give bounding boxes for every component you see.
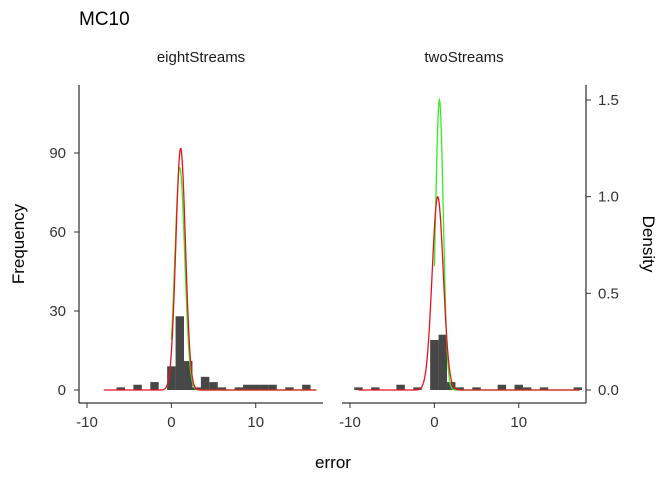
histogram-bar xyxy=(430,339,439,390)
histogram-bar xyxy=(259,384,269,390)
histogram-bar xyxy=(234,387,244,390)
curves-layer xyxy=(103,97,580,391)
histogram-bar xyxy=(285,387,294,390)
y-right-tick-label: 0.0 xyxy=(598,382,619,399)
y-tick-label: 0 xyxy=(58,382,66,399)
density-curve xyxy=(433,97,580,391)
x-tick-label: 0 xyxy=(430,414,438,431)
histogram-bar xyxy=(522,387,532,390)
histogram-bar xyxy=(514,384,523,390)
histogram-bar xyxy=(175,316,185,390)
histogram-bar xyxy=(455,387,464,390)
histogram-bar xyxy=(217,387,227,390)
panel-strip-eightStreams: eightStreams xyxy=(157,49,245,66)
y-axis-title-left: Frequency xyxy=(9,203,28,284)
histogram-bar xyxy=(539,387,549,390)
y-right-tick-label: 1.5 xyxy=(598,92,619,109)
y-tick-label: 30 xyxy=(49,303,66,320)
density-curve xyxy=(170,166,317,391)
ticks-layer: 0 30 60 90 0.0 0.5 1.0 1.5 -10 0 10 -10 0 10 xyxy=(49,92,619,431)
histogram-bar xyxy=(472,387,481,390)
density-curve xyxy=(103,147,317,391)
density-curve xyxy=(358,196,580,391)
panel-strip-twoStreams: twoStreams xyxy=(424,49,503,66)
x-tick-label: 0 xyxy=(167,414,175,431)
histogram-bar xyxy=(243,384,252,390)
histogram-bar xyxy=(438,334,448,390)
histogram-bar xyxy=(354,387,363,390)
y-right-tick-label: 1.0 xyxy=(598,189,619,206)
histogram-bar xyxy=(497,384,507,390)
histogram-bar xyxy=(116,387,125,390)
histogram-bar xyxy=(413,387,422,390)
histogram-bar xyxy=(396,384,405,390)
x-tick-label: 10 xyxy=(510,414,527,431)
y-right-tick-label: 0.5 xyxy=(598,285,619,302)
y-tick-label: 60 xyxy=(49,224,66,241)
histogram-bar xyxy=(371,387,380,390)
histogram-bar xyxy=(251,384,260,390)
bars-layer xyxy=(116,316,582,390)
x-axis-title: error xyxy=(315,453,351,472)
x-tick-label: 10 xyxy=(247,414,264,431)
x-tick-label: -10 xyxy=(76,414,98,431)
y-tick-label: 90 xyxy=(49,145,66,162)
histogram-bar xyxy=(209,382,218,390)
histogram-bar xyxy=(133,384,142,390)
histogram-bar xyxy=(302,384,311,390)
histogram-bar xyxy=(573,387,582,390)
histogram-bar xyxy=(200,376,210,390)
chart-title: MC10 xyxy=(79,9,130,30)
histogram-bar xyxy=(150,382,159,390)
histogram-bar xyxy=(268,384,277,390)
y-axis-title-right: Density xyxy=(639,216,658,273)
x-tick-label: -10 xyxy=(339,414,361,431)
histogram-bar xyxy=(167,366,176,390)
histogram-bar xyxy=(184,361,193,390)
